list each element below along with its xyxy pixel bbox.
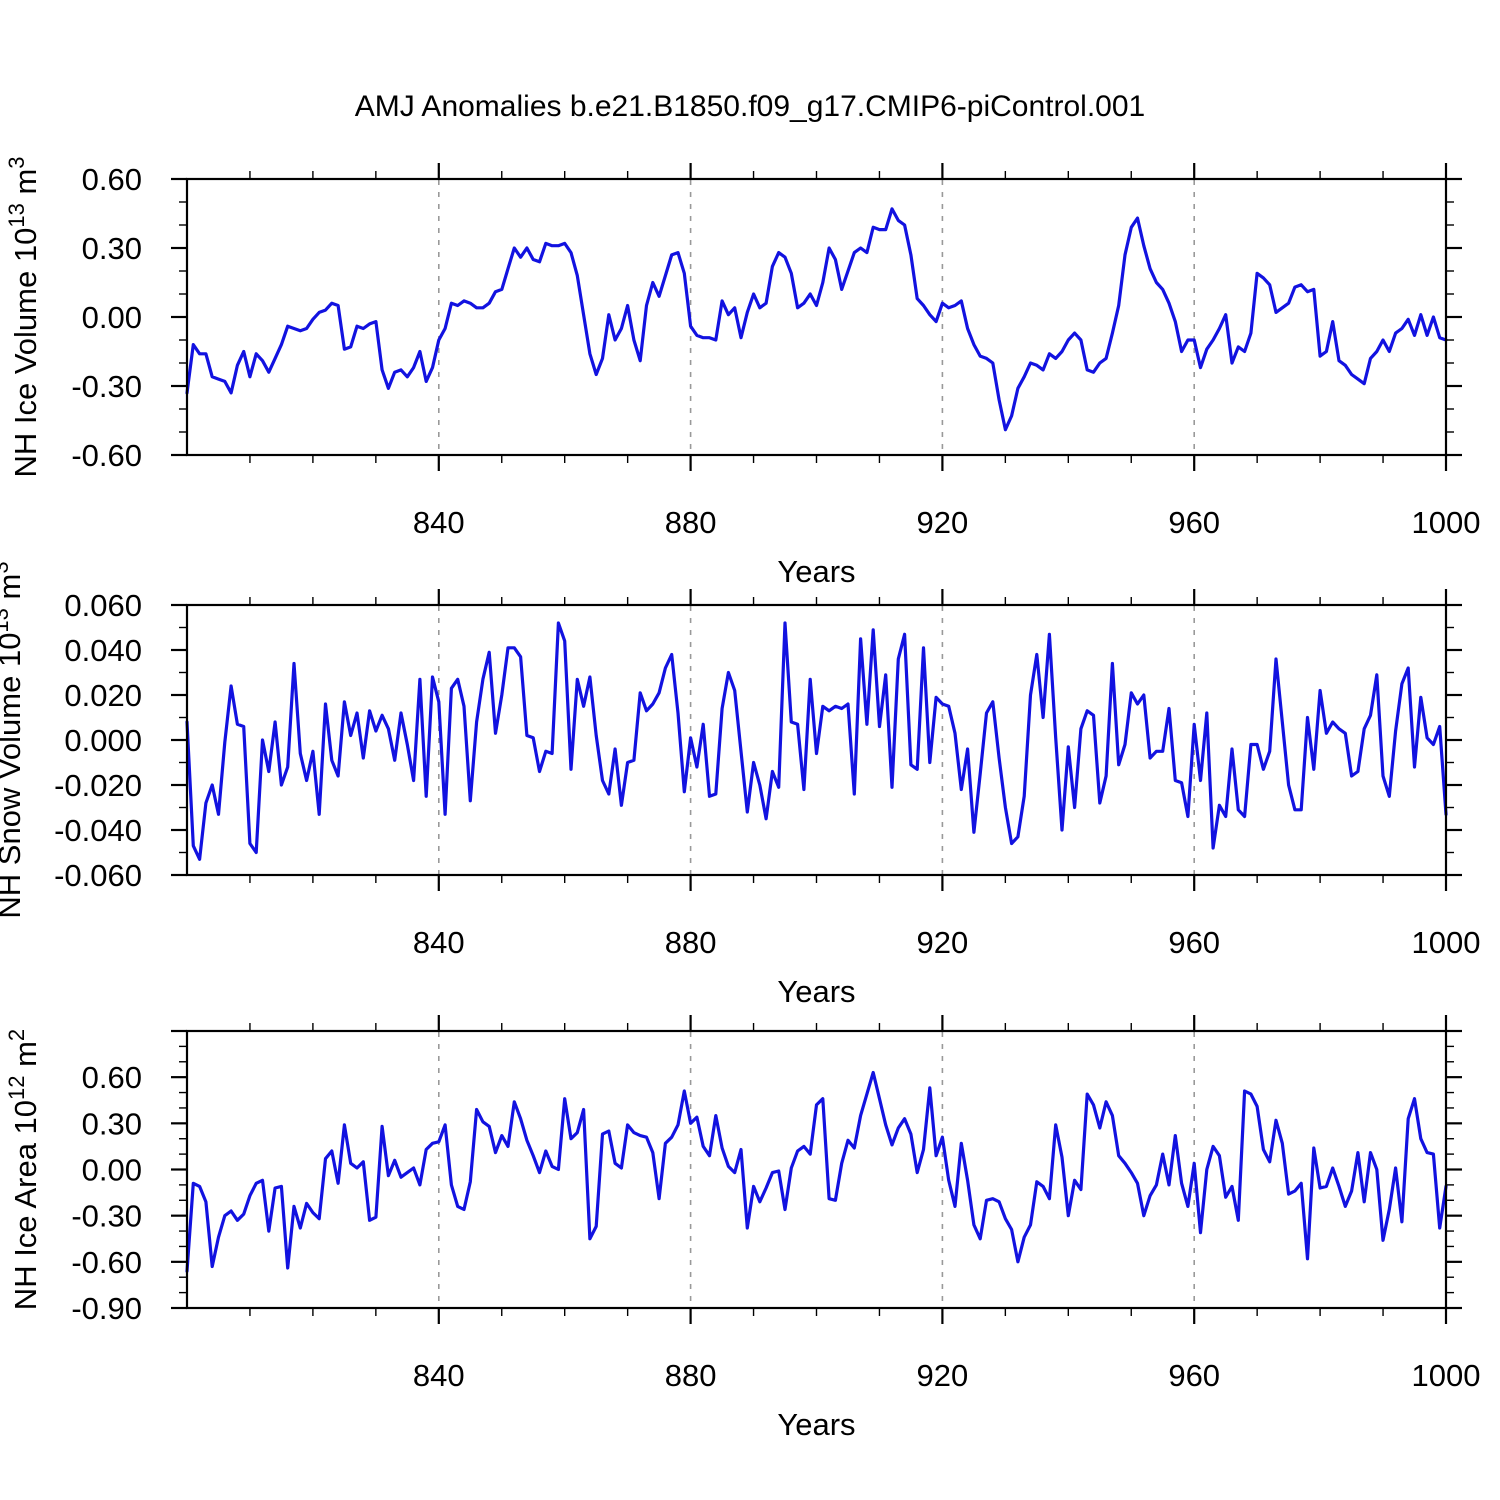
series-line: [185, 1070, 1448, 1273]
y-tick-label: 0.60: [82, 1060, 142, 1095]
plot-box: [185, 1029, 1448, 1310]
x-axis-title: Years: [777, 1407, 855, 1442]
x-tick-label: 960: [1168, 1358, 1220, 1393]
panel-2: 840 880 920 960 1000 Years 0.060 0.040 0.020 0.00…: [0, 561, 1480, 1009]
y-tick-label: 0.040: [64, 633, 142, 668]
x-tick-label: 1000: [1412, 505, 1481, 540]
y-axis-title-sup: 13: [0, 608, 13, 632]
series-line: [185, 621, 1448, 861]
x-tick-label: 880: [665, 925, 717, 960]
y-tick-labels: 0.60 0.30 0.00 -0.30 -0.60: [71, 162, 142, 473]
x-tick-label: 840: [413, 1358, 465, 1393]
x-tick-labels: 840 880 920 960 1000: [413, 1358, 1481, 1393]
panel-gridlines: [437, 1032, 1195, 1307]
x-tick-label: 920: [917, 505, 969, 540]
x-tick-labels: 840 880 920 960 1000: [413, 505, 1481, 540]
x-tick-label: 1000: [1412, 925, 1481, 960]
x-tick-label: 1000: [1412, 1358, 1481, 1393]
y-tick-label: -0.60: [71, 438, 142, 473]
y-tick-labels: 0.60 0.30 0.00 -0.30 -0.60 -0.90: [71, 1060, 142, 1326]
y-tick-label: 0.060: [64, 588, 142, 623]
y-axis-title-sup: 2: [4, 1029, 29, 1041]
x-ticks: [249, 1015, 1448, 1324]
y-axis-title-part: NH Snow Volume 10: [0, 633, 27, 919]
y-tick-label: -0.60: [71, 1245, 142, 1280]
y-axis-title-part: m: [0, 574, 27, 608]
y-tick-label: 0.020: [64, 678, 142, 713]
x-tick-label: 920: [917, 925, 969, 960]
y-axis-title-part: NH Ice Area 10: [8, 1100, 43, 1310]
y-tick-label: -0.040: [54, 813, 142, 848]
y-axis-title-part: m: [8, 1041, 43, 1075]
y-axis-title: NH Snow Volume 1013 m3: [0, 561, 27, 918]
x-axis-title: Years: [777, 554, 855, 589]
plot-box: [185, 177, 1448, 457]
y-axis-title-sup: 3: [0, 561, 13, 573]
y-axis-title-sup: 12: [4, 1075, 29, 1099]
y-ticks: [171, 1029, 1462, 1310]
x-tick-label: 840: [413, 505, 465, 540]
y-tick-label: -0.060: [54, 858, 142, 893]
x-tick-label: 920: [917, 1358, 969, 1393]
y-tick-label: -0.30: [71, 1199, 142, 1234]
y-tick-label: 0.60: [82, 162, 142, 197]
y-axis-title: NH Ice Volume 1013 m3: [4, 156, 43, 477]
x-tick-label: 960: [1168, 925, 1220, 960]
figure-title: AMJ Anomalies b.e21.B1850.f09_g17.CMIP6-…: [354, 90, 1146, 123]
x-tick-label: 960: [1168, 505, 1220, 540]
panel-1: 840 880 920 960 1000 Years 0.60 0.30 0.00 -0.30 -0…: [4, 156, 1480, 589]
y-axis-title-sup: 3: [4, 156, 29, 168]
y-tick-labels: 0.060 0.040 0.020 0.000 -0.020 -0.040 -0.060: [54, 588, 142, 893]
x-axis-title: Years: [777, 974, 855, 1009]
x-tick-label: 880: [665, 1358, 717, 1393]
y-tick-label: 0.00: [82, 1153, 142, 1188]
x-tick-label: 880: [665, 505, 717, 540]
series-line: [185, 207, 1448, 432]
panel-3: 840 880 920 960 1000 Years 0.60 0.30 0.00 -0.30 -0…: [4, 1015, 1480, 1442]
y-tick-label: 0.000: [64, 723, 142, 758]
y-tick-label: 0.30: [82, 1106, 142, 1141]
y-ticks: [171, 603, 1462, 877]
y-tick-label: -0.020: [54, 768, 142, 803]
y-tick-label: -0.90: [71, 1291, 142, 1326]
panel-gridlines: [437, 180, 1195, 454]
x-ticks: [249, 163, 1448, 471]
y-axis-title-part: NH Ice Volume 10: [8, 228, 43, 478]
y-tick-label: 0.30: [82, 231, 142, 266]
y-tick-label: 0.00: [82, 300, 142, 335]
y-axis-title-part: m: [8, 169, 43, 203]
y-tick-label: -0.30: [71, 369, 142, 404]
y-ticks: [171, 177, 1462, 457]
y-axis-title: NH Ice Area 1012 m2: [4, 1029, 43, 1310]
x-tick-label: 840: [413, 925, 465, 960]
y-axis-title-sup: 13: [4, 203, 29, 227]
x-ticks: [249, 589, 1448, 891]
x-tick-labels: 840 880 920 960 1000: [413, 925, 1481, 960]
